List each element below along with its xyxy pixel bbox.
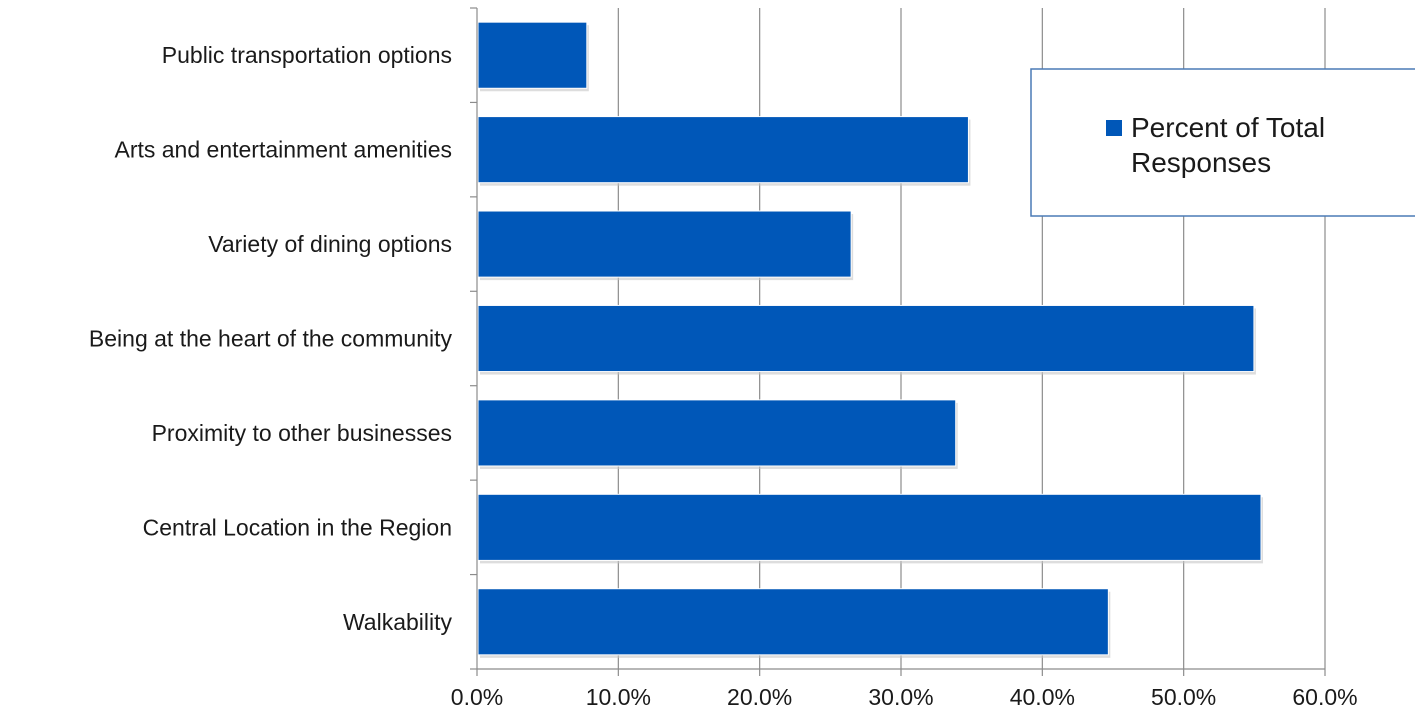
category-label: Public transportation options	[162, 42, 452, 68]
category-labels: Public transportation options Arts and en…	[89, 42, 453, 635]
category-label: Walkability	[343, 609, 453, 635]
x-tick-label: 10.0%	[586, 684, 651, 710]
x-tick-label: 50.0%	[1151, 684, 1216, 710]
x-tick-label: 40.0%	[1010, 684, 1075, 710]
x-tick-label: 20.0%	[727, 684, 792, 710]
bar	[477, 399, 957, 467]
category-label: Proximity to other businesses	[152, 420, 452, 446]
x-tick-label: 60.0%	[1292, 684, 1357, 710]
bar	[477, 588, 1109, 656]
axes	[470, 7, 1326, 676]
bar	[477, 116, 969, 184]
legend-label-line1: Percent of Total	[1131, 112, 1325, 143]
legend-swatch	[1106, 120, 1122, 136]
bar	[477, 304, 1255, 373]
category-label: Central Location in the Region	[143, 514, 452, 540]
x-tick-label: 0.0%	[451, 684, 503, 710]
legend-label-line2: Responses	[1131, 147, 1271, 178]
category-label: Arts and entertainment amenities	[114, 137, 452, 163]
legend-box	[1030, 68, 1415, 217]
legend: Percent of Total Responses	[1030, 68, 1415, 217]
x-tick-labels: 0.0% 10.0% 20.0% 30.0% 40.0% 50.0% 60.0%	[451, 684, 1358, 710]
category-label: Variety of dining options	[208, 231, 452, 257]
category-label: Being at the heart of the community	[89, 326, 453, 352]
bar	[477, 493, 1262, 561]
bar	[477, 210, 852, 278]
bar	[477, 21, 588, 89]
bars	[477, 21, 1263, 658]
x-tick-label: 30.0%	[868, 684, 933, 710]
